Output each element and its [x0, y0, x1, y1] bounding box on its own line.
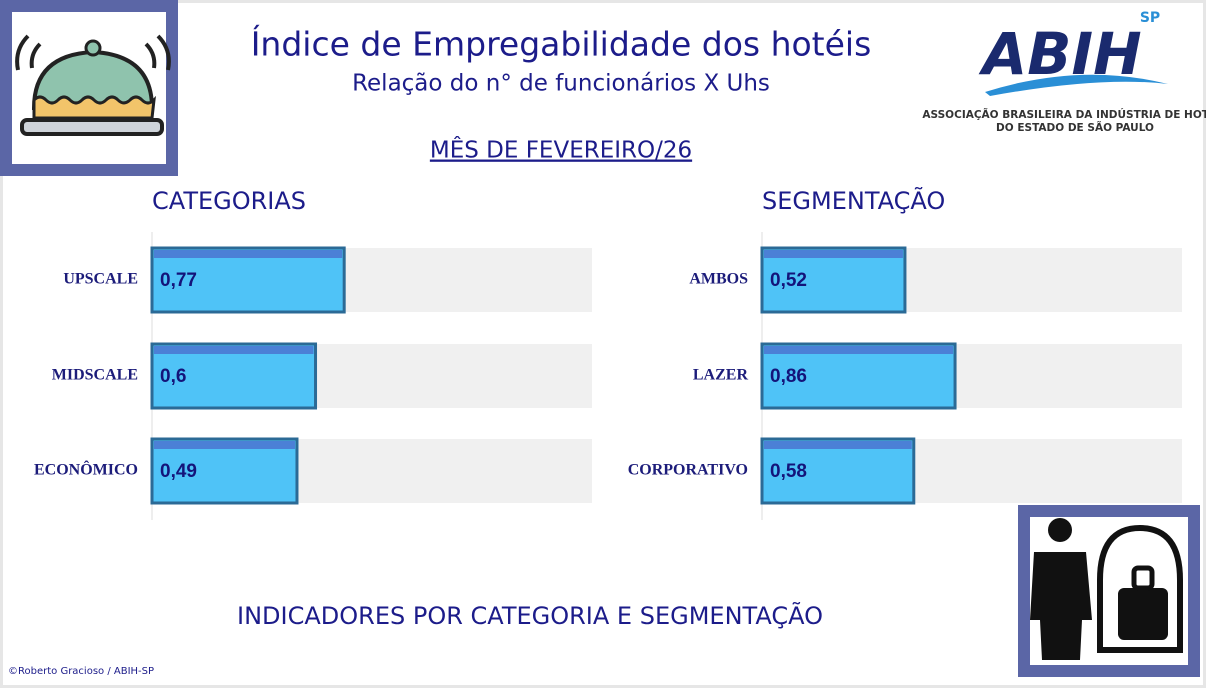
chart-title: SEGMENTAÇÃO — [762, 185, 945, 215]
logo-line: ASSOCIAÇÃO BRASILEIRA DA INDÚSTRIA DE HO… — [922, 108, 1206, 121]
bellboy-icon — [1018, 505, 1200, 677]
value-label: 0,49 — [160, 461, 197, 482]
value-label: 0,52 — [770, 270, 807, 291]
bar — [760, 342, 957, 410]
logo-name: ABIH — [978, 20, 1141, 88]
logo-region: SP — [1140, 10, 1160, 26]
category-label: UPSCALE — [63, 271, 138, 288]
bar-bevel — [764, 250, 903, 258]
bar-bevel — [154, 346, 314, 354]
bar-bevel — [764, 441, 912, 449]
value-label: 0,6 — [160, 366, 186, 387]
month: MÊS DE FEVEREIRO/26 — [430, 136, 692, 164]
bar — [760, 437, 916, 505]
title: Índice de Empregabilidade dos hotéis — [251, 24, 872, 64]
credit: ©Roberto Gracioso / ABIH-SP — [8, 666, 154, 677]
bar-bevel — [764, 346, 954, 354]
footer: INDICADORES POR CATEGORIA E SEGMENTAÇÃO — [237, 600, 823, 630]
value-label: 0,77 — [160, 270, 197, 291]
category-label: ECONÔMICO — [34, 460, 138, 479]
subtitle: Relação do n° de funcionários X Uhs — [352, 71, 770, 97]
category-label: AMBOS — [689, 271, 748, 288]
category-label: CORPORATIVO — [628, 462, 748, 479]
category-label: MIDSCALE — [52, 367, 138, 384]
bar — [150, 342, 318, 410]
chart-title: CATEGORIAS — [152, 187, 306, 215]
category-label: LAZER — [693, 367, 749, 384]
bar-bevel — [154, 441, 295, 449]
bar — [150, 437, 299, 505]
bar-bevel — [154, 250, 343, 258]
bell-icon — [0, 0, 178, 176]
bar — [150, 246, 346, 314]
value-label: 0,58 — [770, 461, 807, 482]
value-label: 0,86 — [770, 366, 807, 387]
logo-line: DO ESTADO DE SÃO PAULO — [996, 121, 1154, 134]
logo: ABIH SP ASSOCIAÇÃO BRASILEIRA DA INDÚSTR… — [922, 10, 1206, 134]
bar — [760, 246, 907, 314]
